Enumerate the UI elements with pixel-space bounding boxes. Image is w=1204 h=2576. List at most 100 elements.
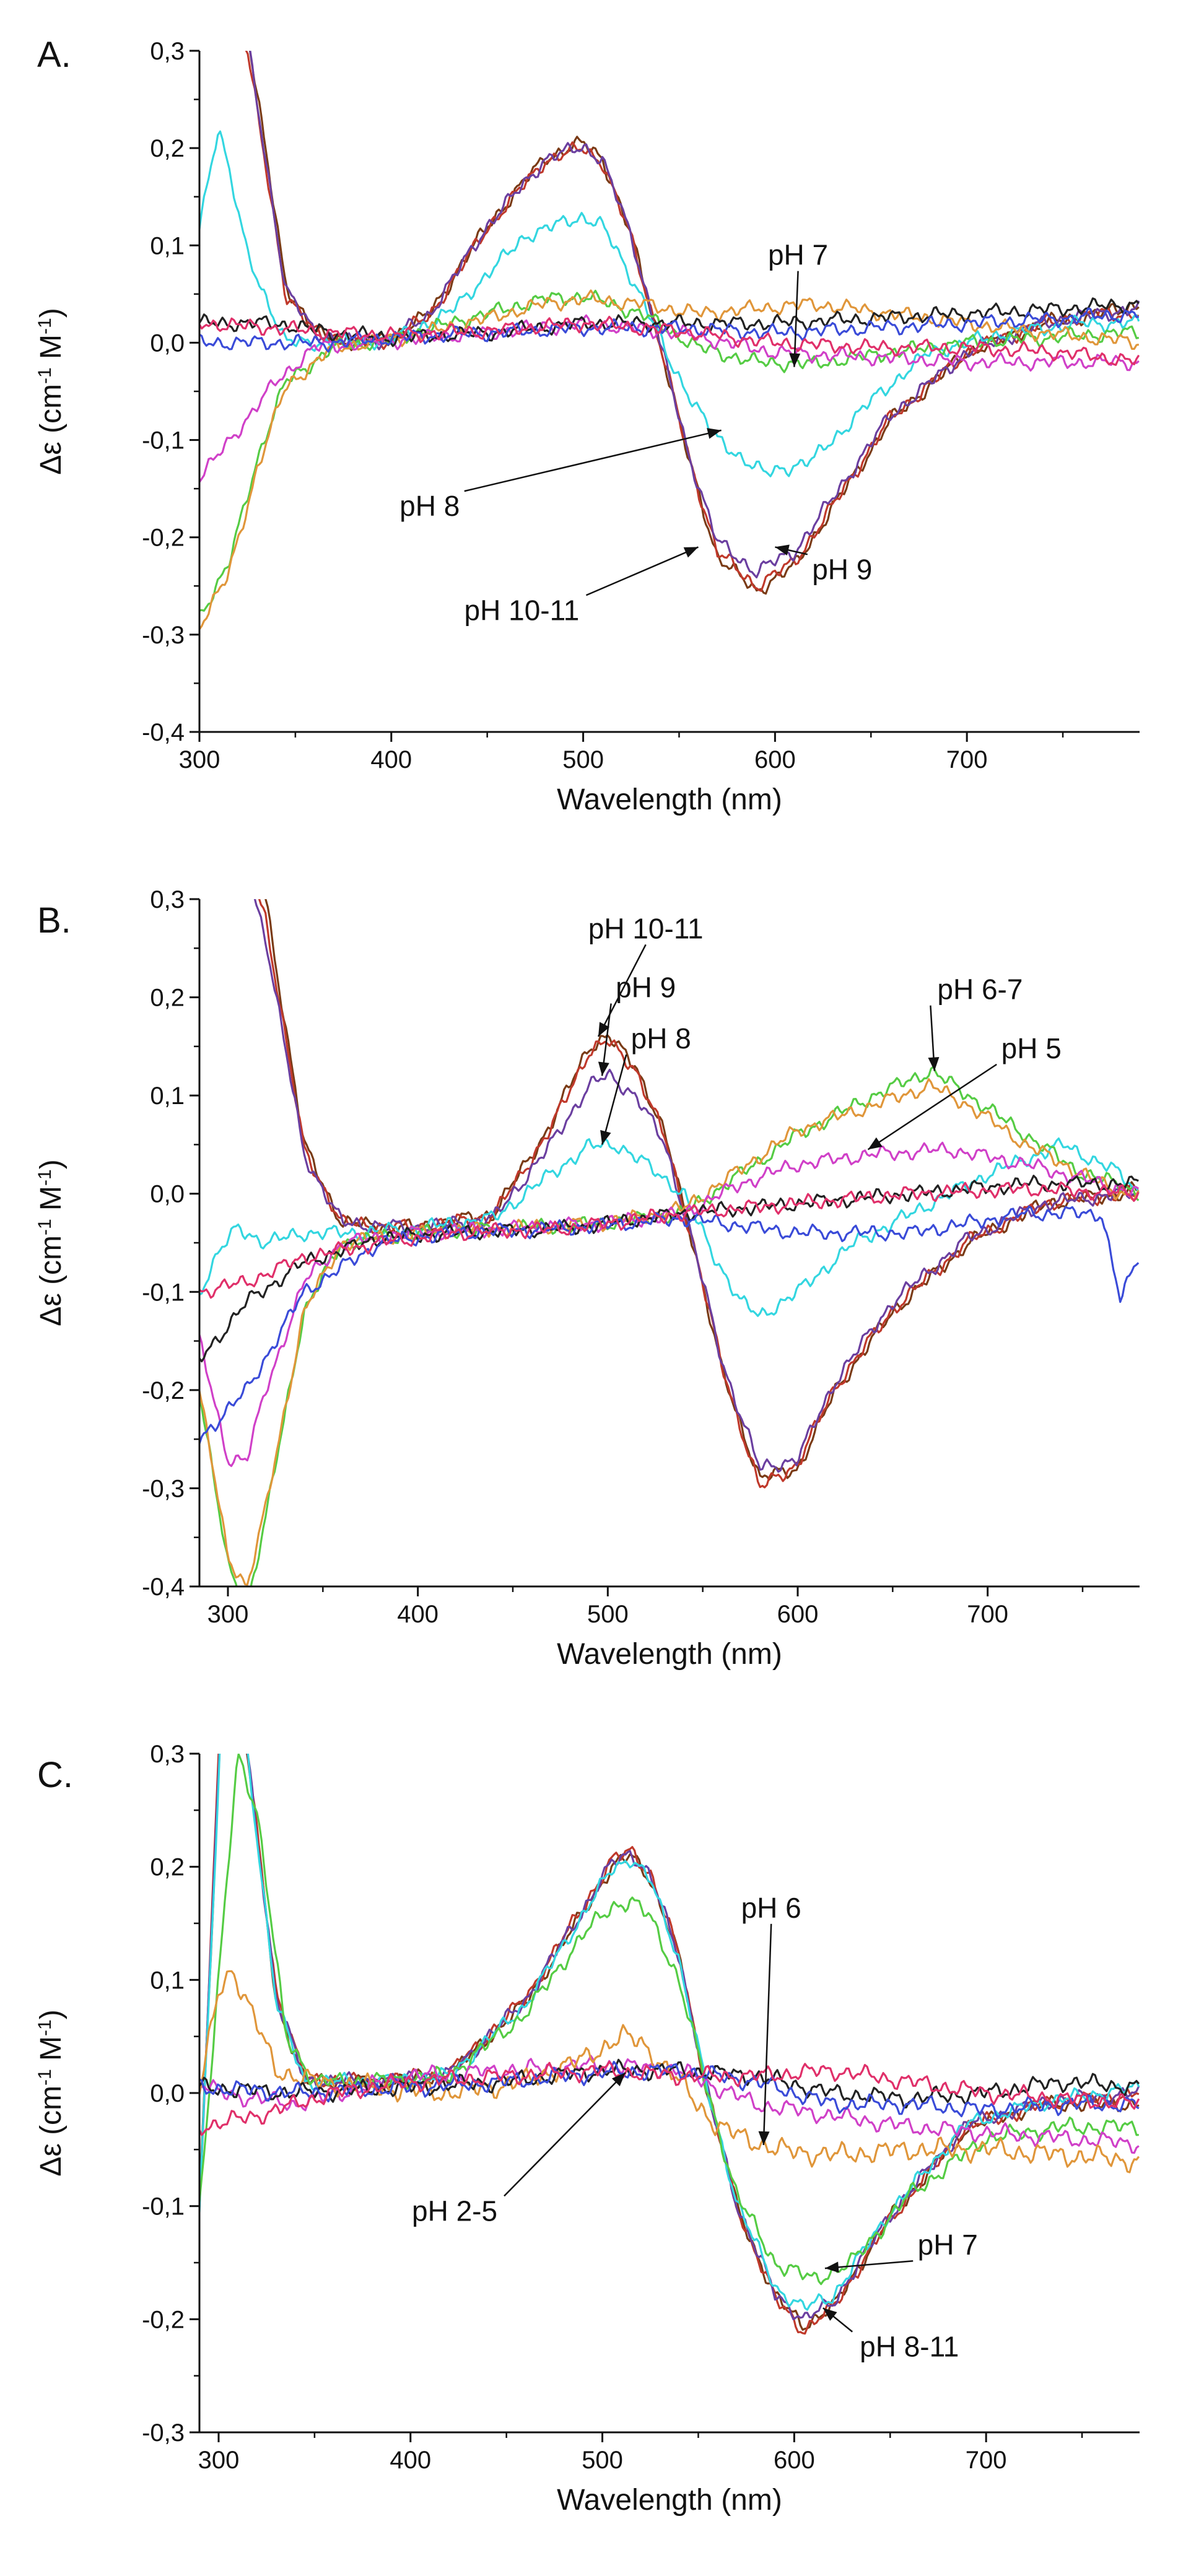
annotation-arrow-head [598, 1022, 610, 1037]
annotation-label: pH 8 [631, 1022, 691, 1055]
y-axis-label: Δε (cm-1 M-1) [35, 308, 68, 474]
y-axis-label-end: ) [35, 308, 68, 318]
y-tick-label: 0,3 [150, 1741, 185, 1768]
annotation-arrow-head [758, 2131, 770, 2146]
y-tick-label: -0,2 [142, 524, 185, 552]
y-tick-label: -0,3 [142, 622, 185, 649]
series-line-3 [253, 899, 1140, 1473]
annotation-arrow-head [824, 2261, 839, 2273]
y-tick-label: 0,1 [150, 1082, 185, 1110]
annotation-arrow-head [683, 547, 699, 558]
y-axis-label-mid: M [35, 334, 68, 367]
y-tick-label: 0,0 [150, 1181, 185, 1208]
annotation-arrow-line [824, 2260, 914, 2269]
series-line-6 [199, 289, 1140, 630]
y-tick-label: -0,1 [142, 1279, 185, 1306]
y-axis-label: Δε (cm-1 M-1) [35, 1159, 68, 1326]
y-axis-label-end: ) [35, 1159, 68, 1169]
annotation-label: pH 2-5 [412, 2195, 497, 2227]
annotation-arrow-line [504, 2072, 626, 2197]
x-tick-label: 300 [198, 2447, 240, 2474]
x-tick-label: 700 [966, 2447, 1007, 2474]
annotation-arrow-head [598, 1061, 609, 1076]
series-group [199, 1754, 1140, 2335]
y-tick-label: 0,0 [150, 329, 185, 357]
y-axis-label-sup: -1 [35, 367, 55, 384]
series-line-2 [199, 1754, 1140, 2335]
series-line-7 [199, 1141, 1140, 1468]
chart-panel-3: C. -0,3 -0,2 -0,1 0,0 0,1 0,2 0,3 300 400 500 600 70… [35, 1741, 1140, 2517]
annotation-arrow-line [585, 546, 699, 596]
annotation-arrow-line [464, 429, 722, 492]
y-tick-label: 0,3 [150, 886, 185, 913]
annotation-arrow-line [762, 1923, 772, 2146]
x-tick-label: 500 [587, 1601, 629, 1628]
y-axis-label-sup: -1 [35, 2069, 55, 2086]
y-tick-label: -0,3 [142, 1475, 185, 1502]
series-line-3 [199, 1754, 1140, 2321]
y-axis-label-sup: -1 [35, 2019, 55, 2036]
series-line-4 [199, 130, 1140, 477]
annotation-arrow-head [928, 1056, 940, 1071]
y-tick-label: 0,2 [150, 135, 185, 162]
x-tick-label: 300 [179, 746, 220, 773]
y-axis-label-sup: -1 [35, 1169, 55, 1186]
y-axis-label-main: Δε (cm [35, 1235, 68, 1326]
y-tick-label: 0,2 [150, 1854, 185, 1881]
x-tick-label: 300 [207, 1601, 249, 1628]
panel-letter: B. [37, 900, 71, 941]
series-line-7 [199, 314, 1140, 483]
y-tick-label: 0,0 [150, 2080, 185, 2107]
series-line-9 [199, 2061, 1140, 2120]
series-line-4 [199, 1754, 1140, 2311]
annotation-arrow-line [793, 271, 799, 367]
x-tick-label: 400 [370, 746, 412, 773]
series-line-10 [199, 1181, 1140, 1299]
annotation-label: pH 5 [1001, 1032, 1062, 1064]
series-line-3 [249, 51, 1140, 578]
y-axis-label-mid: M [35, 1186, 68, 1219]
chart-panel-2: B. -0,4 -0,3 -0,2 -0,1 0,0 0,1 0,2 0,3 300 400 500 6… [35, 886, 1140, 1671]
x-tick-label: 600 [754, 746, 796, 773]
series-line-10 [199, 315, 1140, 366]
x-tick-label: 600 [777, 1601, 819, 1628]
x-axis-label: Wavelength (nm) [557, 783, 782, 816]
annotation-label: pH 7 [768, 239, 828, 271]
annotation-arrow-head [600, 1129, 611, 1145]
annotation-label: pH 10-11 [465, 594, 580, 626]
x-tick-label: 400 [390, 2447, 431, 2474]
y-axis-label: Δε (cm-1 M-1) [35, 2009, 68, 2176]
x-tick-label: 500 [562, 746, 604, 773]
y-tick-label: -0,2 [142, 1377, 185, 1404]
y-tick-label: -0,2 [142, 2306, 185, 2333]
x-tick-label: 500 [582, 2447, 623, 2474]
y-axis-label-main: Δε (cm [35, 2086, 68, 2177]
series-line-10 [199, 2061, 1140, 2136]
x-axis-label: Wavelength (nm) [557, 1638, 782, 1671]
annotation-label: pH 9 [616, 972, 676, 1004]
y-tick-label: 0,1 [150, 1967, 185, 1994]
annotation-label: pH 8 [399, 490, 460, 522]
y-tick-label: 0,3 [150, 38, 185, 65]
annotation-label: pH 6 [741, 1892, 801, 1924]
series-line-2 [258, 899, 1139, 1489]
annotation-arrow-line [601, 1054, 627, 1145]
series-line-8 [199, 1175, 1139, 1363]
x-tick-label: 700 [946, 746, 988, 773]
y-axis-label-sup: -1 [35, 1219, 55, 1235]
series-group [199, 899, 1140, 1586]
annotation-label: pH 7 [918, 2229, 978, 2261]
annotation-arrow-head [822, 2308, 837, 2321]
x-tick-label: 400 [397, 1601, 438, 1628]
annotation-label: pH 8-11 [860, 2331, 959, 2363]
y-tick-label: -0,4 [142, 1573, 185, 1601]
annotation-arrow-head [868, 1137, 883, 1150]
y-tick-label: -0,1 [142, 427, 185, 455]
annotation-arrow-head [707, 428, 722, 439]
y-tick-label: 0,1 [150, 232, 185, 259]
y-tick-label: -0,3 [142, 2419, 185, 2447]
series-line-5 [199, 1754, 1139, 2286]
annotation-label: pH 6-7 [937, 973, 1023, 1006]
y-axis-label-mid: M [35, 2036, 68, 2069]
